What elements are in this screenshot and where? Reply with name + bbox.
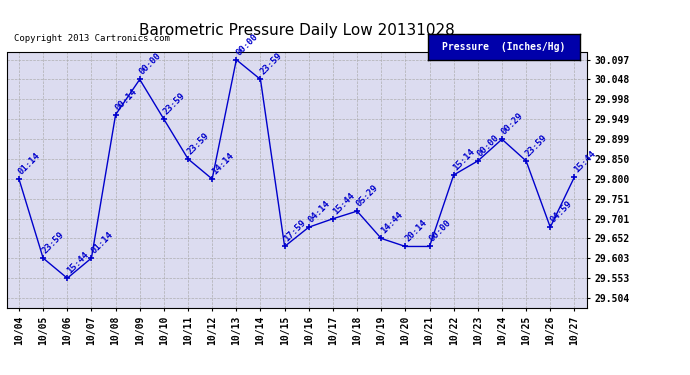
Text: 17:59: 17:59 (282, 218, 308, 244)
Text: 00:00: 00:00 (475, 133, 501, 158)
Text: Copyright 2013 Cartronics.com: Copyright 2013 Cartronics.com (14, 34, 170, 43)
Text: 23:59: 23:59 (41, 230, 66, 255)
Text: 00:00: 00:00 (427, 218, 453, 244)
Text: 01:14: 01:14 (17, 151, 42, 176)
Text: 15:44: 15:44 (331, 190, 356, 216)
Text: 20:14: 20:14 (403, 218, 428, 244)
Text: 23:59: 23:59 (524, 133, 549, 158)
Text: Barometric Pressure Daily Low 20131028: Barometric Pressure Daily Low 20131028 (139, 22, 455, 38)
Text: 04:59: 04:59 (548, 199, 573, 224)
Text: 05:29: 05:29 (355, 183, 380, 209)
Text: 15:14: 15:14 (451, 147, 477, 172)
Text: 00:00: 00:00 (234, 32, 259, 57)
Text: 23:59: 23:59 (258, 51, 284, 76)
Text: 00:14: 00:14 (113, 87, 139, 112)
Text: 23:59: 23:59 (161, 91, 187, 116)
Text: Pressure  (Inches/Hg): Pressure (Inches/Hg) (442, 42, 565, 52)
Text: 14:44: 14:44 (379, 210, 404, 236)
Text: 15:44: 15:44 (572, 149, 598, 174)
Text: 14:14: 14:14 (210, 151, 235, 176)
Text: 00:29: 00:29 (500, 111, 525, 136)
Text: 04:14: 04:14 (306, 199, 332, 224)
Text: 01:14: 01:14 (89, 230, 115, 255)
Text: 15:44: 15:44 (65, 250, 90, 275)
Text: 00:00: 00:00 (137, 51, 163, 76)
Text: 23:59: 23:59 (186, 131, 211, 156)
